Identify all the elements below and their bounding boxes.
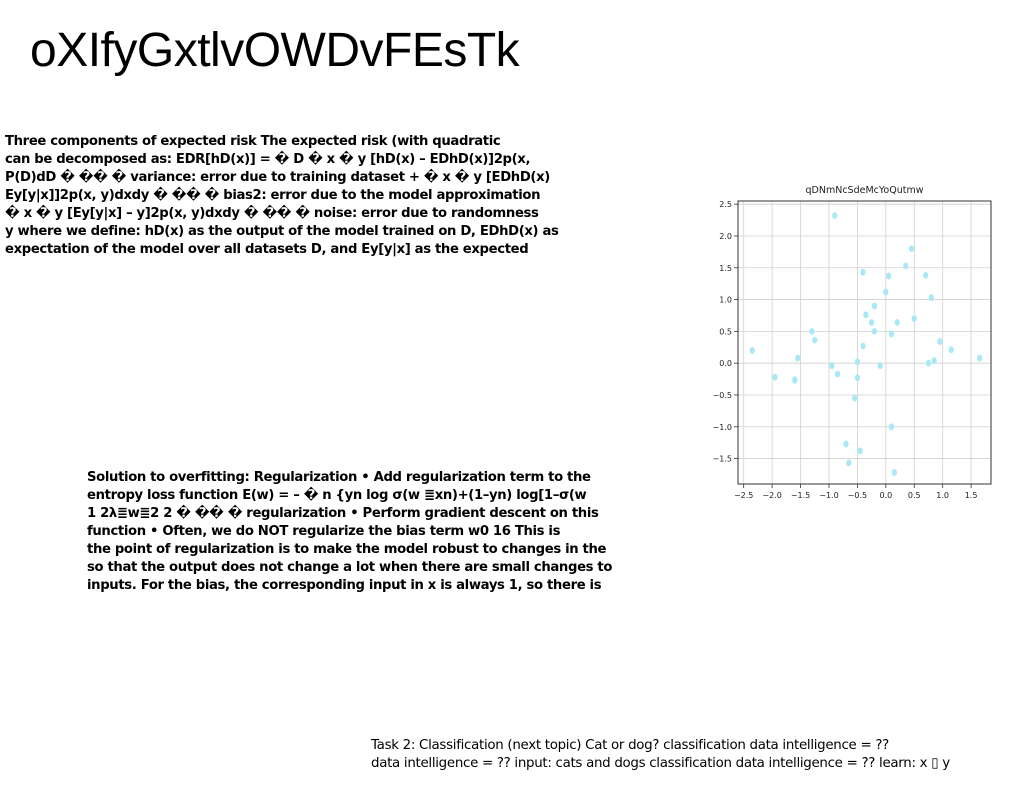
scatter-point (977, 354, 983, 362)
scatter-point (851, 394, 858, 402)
y-tick-label: 1.0 (719, 296, 732, 305)
text-line: y where we define: hD(x) as the output o… (5, 224, 559, 239)
y-tick-label: −1.0 (713, 423, 732, 432)
expected-risk-text-block: Three components of expected risk The ex… (5, 133, 559, 259)
scatter-point (871, 327, 878, 335)
scatter-point (931, 357, 937, 365)
text-line: data intelligence = ?? input: cats and d… (371, 756, 950, 771)
scatter-point (886, 272, 892, 280)
y-tick-label: 2.5 (719, 200, 732, 209)
footer-text-block: Task 2: Classification (next topic) Cat … (371, 737, 950, 773)
text-line: entropy loss function E(w) = – � n {yn l… (87, 488, 587, 503)
y-tick-label: 0.5 (719, 327, 732, 336)
x-tick-label: −1.5 (791, 491, 810, 500)
scatter-point (829, 362, 835, 370)
scatter-point (883, 288, 889, 296)
scatter-point (877, 362, 883, 370)
text-line: Ey[y|x]]2p(x, y)dxdy � �� � bias2: error… (5, 188, 541, 203)
scatter-point (903, 262, 909, 270)
x-tick-label: −2.0 (762, 491, 781, 500)
x-tick-label: 0.0 (879, 491, 892, 500)
scatter-point (869, 319, 875, 326)
scatter-point (832, 212, 838, 220)
scatter-point (749, 347, 755, 354)
scatter-point (846, 459, 852, 467)
text-line: can be decomposed as: EDR[hD(x)] = � D �… (5, 152, 531, 167)
chart-title: qDNmNcSdeMcYoQutmw (806, 185, 924, 196)
scatter-point (863, 311, 869, 319)
scatter-point (891, 469, 897, 476)
scatter-point (860, 342, 866, 350)
scatter-point (871, 302, 878, 310)
x-tick-label: −0.5 (848, 491, 867, 500)
scatter-point (928, 294, 934, 302)
scatter-point (908, 245, 915, 253)
scatter-point (795, 354, 801, 362)
scatter-point (894, 319, 900, 326)
scatter-point (809, 327, 815, 335)
text-line: function • Often, we do NOT regularize t… (87, 524, 561, 539)
scatter-point (834, 370, 841, 378)
plot-area (738, 201, 991, 484)
text-line: so that the output does not change a lot… (87, 560, 613, 575)
x-tick-label: −2.5 (734, 491, 753, 500)
text-line: expectation of the model over all datase… (5, 242, 529, 257)
scatter-point (925, 359, 932, 367)
page-title: oXIfyGxtlvOWDvFEsTk (30, 24, 520, 77)
scatter-point (792, 376, 798, 384)
scatter-point (772, 373, 778, 381)
x-tick-label: 1.0 (936, 491, 949, 500)
scatter-chart: −2.5 −2.0 −1.5 −1.0 −0.5 0.0 0.5 1.0 1.5 −1.5 −1.0… (698, 180, 1008, 506)
scatter-point (843, 440, 849, 448)
y-tick-label: 0.0 (719, 359, 732, 368)
x-tick-label: 0.5 (908, 491, 921, 500)
text-line: P(D)dD � �� � variance: error due to tra… (5, 170, 550, 185)
y-tick-label: −1.5 (713, 455, 732, 464)
scatter-point (911, 315, 917, 323)
scatter-point (812, 336, 818, 344)
scatter-point (937, 338, 943, 345)
regularization-text-block: Solution to overfitting: Regularization … (87, 469, 612, 595)
scatter-chart-svg: −2.5 −2.0 −1.5 −1.0 −0.5 0.0 0.5 1.0 1.5 −1.5 −1.0… (713, 185, 992, 500)
plot-frame (737, 200, 992, 485)
text-line: Three components of expected risk The ex… (5, 134, 501, 149)
x-tick-label: −1.0 (819, 491, 838, 500)
text-line: inputs. For the bias, the corresponding … (87, 578, 602, 593)
text-line: � x � y [Ey[y|x] – y]2p(x, y)dxdy � �� �… (5, 206, 539, 221)
scatter-point (923, 272, 929, 279)
scatter-point (857, 447, 863, 455)
scatter-point (888, 423, 895, 431)
text-line: Solution to overfitting: Regularization … (87, 470, 591, 485)
scatter-point (860, 268, 866, 276)
scatter-point (888, 330, 895, 338)
text-line: the point of regularization is to make t… (87, 542, 607, 557)
y-tick-label: 1.5 (719, 264, 732, 273)
x-tick-label: 1.5 (965, 491, 978, 500)
scatter-point (948, 346, 954, 354)
y-tick-label: −0.5 (713, 391, 732, 400)
y-tick-label: 2.0 (719, 232, 732, 241)
scatter-point (854, 374, 860, 382)
scatter-point (854, 358, 860, 366)
text-line: 1 2λ≣w≣2 2 � �� � regularization • Perfo… (87, 506, 599, 521)
text-line: Task 2: Classification (next topic) Cat … (371, 738, 889, 753)
